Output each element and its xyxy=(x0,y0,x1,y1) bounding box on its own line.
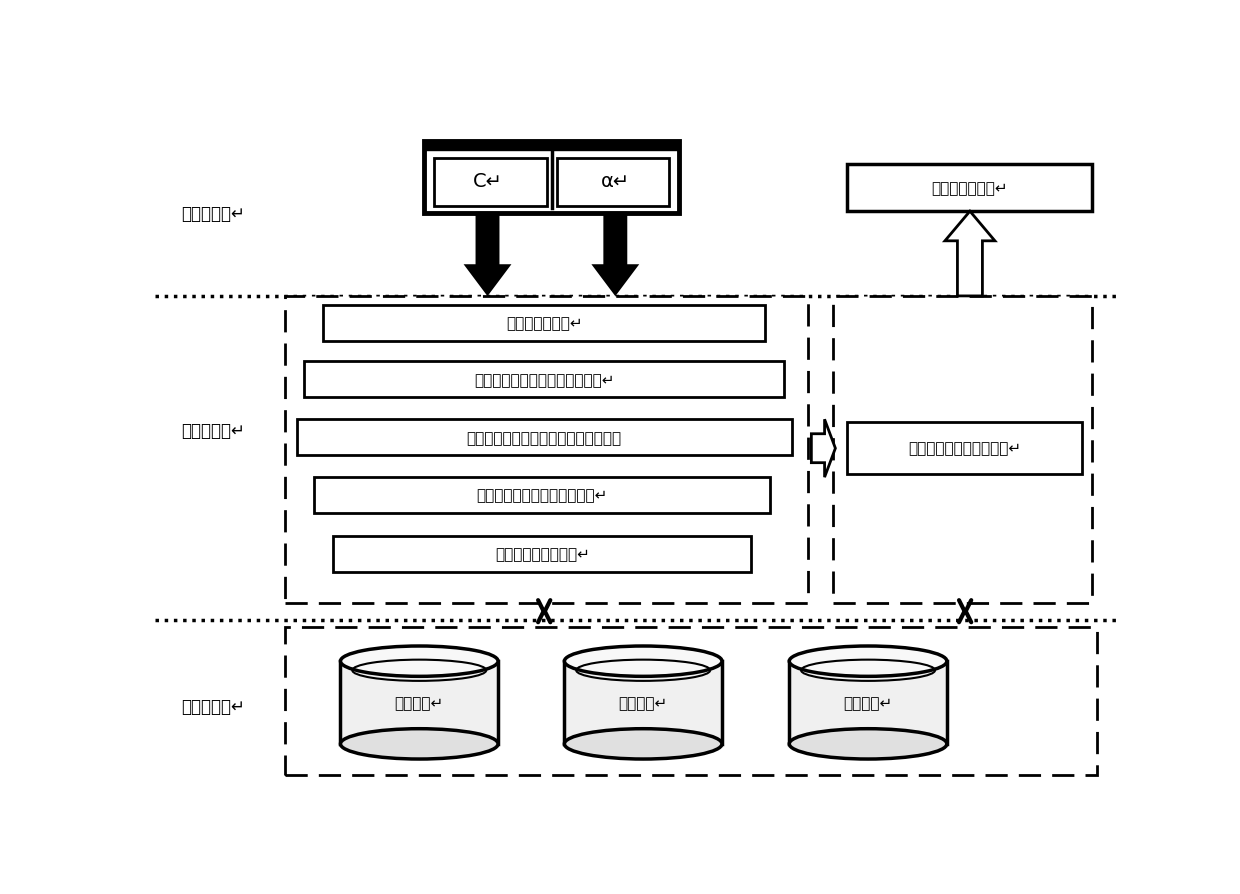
Text: 对所有归一化数据进行均值化↵: 对所有归一化数据进行均值化↵ xyxy=(476,488,608,503)
FancyBboxPatch shape xyxy=(832,297,1092,603)
FancyBboxPatch shape xyxy=(424,141,678,151)
Text: 计算不同视差归一化数据变化量↵: 计算不同视差归一化数据变化量↵ xyxy=(474,373,615,387)
Ellipse shape xyxy=(789,646,947,677)
FancyBboxPatch shape xyxy=(789,662,947,744)
Text: 主观打分↵: 主观打分↵ xyxy=(619,696,668,710)
Text: 求不同视差的归一化数据变化量的均值: 求不同视差的归一化数据变化量的均值 xyxy=(466,430,621,445)
FancyBboxPatch shape xyxy=(434,159,547,207)
FancyArrow shape xyxy=(594,214,636,294)
Ellipse shape xyxy=(564,729,722,759)
Text: 预测视觉舒适度↵: 预测视觉舒适度↵ xyxy=(931,181,1008,196)
Ellipse shape xyxy=(564,646,722,677)
FancyBboxPatch shape xyxy=(285,297,808,603)
Text: 输入输出层↵: 输入输出层↵ xyxy=(181,205,244,223)
Text: 观看角度↵: 观看角度↵ xyxy=(394,696,444,710)
FancyArrow shape xyxy=(466,214,508,294)
FancyBboxPatch shape xyxy=(564,662,722,744)
Text: C↵: C↵ xyxy=(472,173,502,191)
Ellipse shape xyxy=(341,646,498,677)
Ellipse shape xyxy=(341,729,498,759)
Text: α↵: α↵ xyxy=(600,173,630,191)
FancyBboxPatch shape xyxy=(341,662,498,744)
FancyBboxPatch shape xyxy=(324,306,765,342)
FancyBboxPatch shape xyxy=(847,423,1083,474)
FancyBboxPatch shape xyxy=(332,536,751,572)
Text: 数据存储层↵: 数据存储层↵ xyxy=(181,697,244,715)
FancyBboxPatch shape xyxy=(424,141,678,214)
FancyBboxPatch shape xyxy=(285,627,1096,775)
Text: 二次非线性回归预测模型↵: 二次非线性回归预测模型↵ xyxy=(909,441,1022,456)
FancyArrow shape xyxy=(811,420,836,477)
Text: 原始数据归一化↵: 原始数据归一化↵ xyxy=(506,316,583,331)
FancyBboxPatch shape xyxy=(298,420,792,456)
Text: 模型结果↵: 模型结果↵ xyxy=(843,696,893,710)
FancyBboxPatch shape xyxy=(847,165,1092,212)
Text: 数据处理层↵: 数据处理层↵ xyxy=(181,422,244,440)
Ellipse shape xyxy=(789,729,947,759)
FancyBboxPatch shape xyxy=(304,362,785,398)
FancyBboxPatch shape xyxy=(314,477,770,513)
FancyArrow shape xyxy=(945,212,994,297)
Text: 进行二元非线性回归↵: 进行二元非线性回归↵ xyxy=(495,546,590,561)
FancyBboxPatch shape xyxy=(557,159,670,207)
